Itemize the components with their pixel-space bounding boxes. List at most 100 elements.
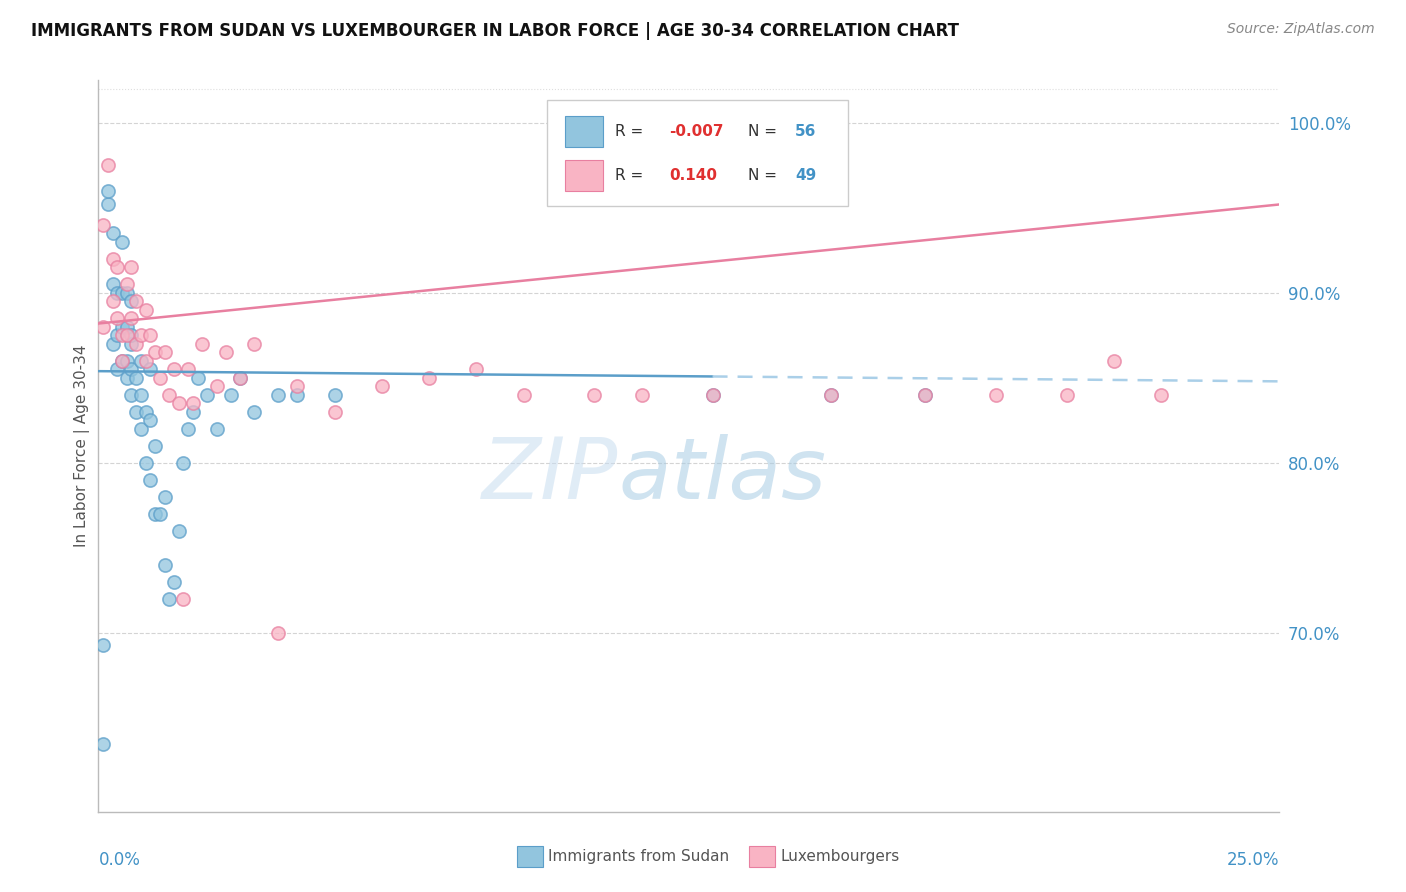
Point: [101, 277, 124, 292]
Point: [143, 507, 166, 521]
Text: 25.0%: 25.0%: [1227, 851, 1279, 869]
Point: [105, 260, 128, 275]
Text: ZIP: ZIP: [482, 434, 619, 516]
Text: 0.0%: 0.0%: [98, 851, 141, 869]
FancyBboxPatch shape: [547, 100, 848, 206]
Point: [219, 388, 242, 402]
Text: IMMIGRANTS FROM SUDAN VS LUXEMBOURGER IN LABOR FORCE | AGE 30-34 CORRELATION CHA: IMMIGRANTS FROM SUDAN VS LUXEMBOURGER IN…: [31, 22, 959, 40]
Point: [129, 328, 152, 343]
Point: [121, 337, 143, 351]
Point: [135, 302, 157, 317]
Point: [111, 235, 134, 249]
Text: R =: R =: [614, 124, 648, 139]
Point: [115, 371, 138, 385]
FancyBboxPatch shape: [565, 160, 603, 191]
Point: [1102, 354, 1125, 368]
Point: [91, 320, 114, 334]
Point: [125, 371, 148, 385]
Point: [914, 388, 936, 402]
Point: [129, 354, 152, 368]
Point: [111, 354, 134, 368]
Point: [121, 328, 143, 343]
Point: [285, 388, 308, 402]
Point: [323, 388, 346, 402]
Y-axis label: In Labor Force | Age 30-34: In Labor Force | Age 30-34: [75, 344, 90, 548]
Point: [135, 456, 157, 470]
Text: -0.007: -0.007: [669, 124, 723, 139]
Point: [167, 396, 190, 410]
Text: 56: 56: [796, 124, 817, 139]
Point: [229, 371, 252, 385]
Point: [243, 405, 266, 419]
Point: [105, 311, 128, 326]
Point: [153, 490, 176, 504]
Point: [191, 337, 214, 351]
Point: [111, 328, 134, 343]
Point: [1056, 388, 1078, 402]
Point: [1150, 388, 1173, 402]
Point: [205, 422, 228, 436]
Point: [243, 337, 266, 351]
Point: [135, 354, 157, 368]
Point: [125, 337, 148, 351]
Point: [121, 388, 143, 402]
Point: [115, 354, 138, 368]
Point: [121, 362, 143, 376]
Point: [139, 473, 162, 487]
Point: [101, 337, 124, 351]
Point: [157, 388, 180, 402]
Point: [820, 388, 842, 402]
Point: [139, 328, 162, 343]
Point: [143, 439, 166, 453]
Text: N =: N =: [748, 124, 782, 139]
Point: [267, 388, 290, 402]
Point: [111, 285, 134, 300]
Point: [139, 362, 162, 376]
Text: 49: 49: [796, 168, 817, 183]
Point: [105, 328, 128, 343]
Text: R =: R =: [614, 168, 648, 183]
Point: [91, 638, 114, 652]
Point: [153, 345, 176, 359]
Point: [105, 285, 128, 300]
Text: Luxembourgers: Luxembourgers: [780, 849, 900, 863]
Point: [139, 413, 162, 427]
Point: [125, 405, 148, 419]
Point: [181, 396, 204, 410]
Point: [135, 405, 157, 419]
Point: [181, 405, 204, 419]
Point: [512, 388, 534, 402]
Point: [163, 575, 186, 590]
Point: [323, 405, 346, 419]
Point: [91, 737, 114, 751]
Point: [129, 422, 152, 436]
Point: [702, 388, 724, 402]
Point: [371, 379, 394, 393]
Point: [115, 320, 138, 334]
Point: [101, 227, 124, 241]
Point: [914, 388, 936, 402]
Point: [984, 388, 1007, 402]
Point: [97, 197, 120, 211]
FancyBboxPatch shape: [565, 116, 603, 147]
Point: [157, 592, 180, 607]
Point: [101, 252, 124, 266]
Text: 0.140: 0.140: [669, 168, 717, 183]
Point: [702, 388, 724, 402]
Point: [187, 371, 209, 385]
Text: N =: N =: [748, 168, 782, 183]
Point: [215, 345, 238, 359]
Point: [163, 362, 186, 376]
Point: [115, 277, 138, 292]
Point: [111, 320, 134, 334]
Point: [167, 524, 190, 538]
Point: [285, 379, 308, 393]
Point: [121, 311, 143, 326]
Point: [105, 362, 128, 376]
Text: atlas: atlas: [619, 434, 827, 516]
Point: [630, 388, 652, 402]
Point: [820, 388, 842, 402]
Point: [172, 456, 194, 470]
Point: [115, 328, 138, 343]
Point: [111, 354, 134, 368]
